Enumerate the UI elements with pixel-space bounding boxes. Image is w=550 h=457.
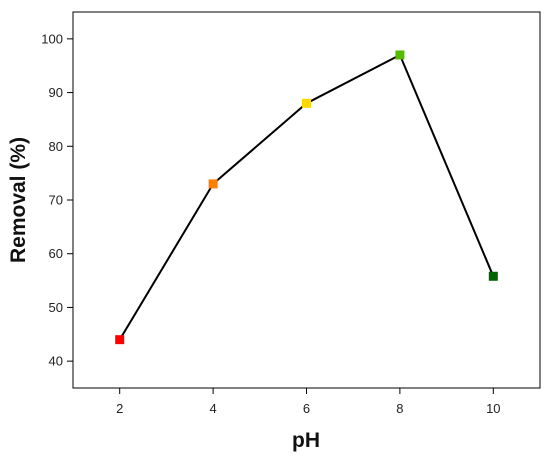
- y-tick-label: 70: [49, 193, 63, 208]
- y-tick-label: 40: [49, 354, 63, 369]
- x-axis-ticks: 2 4 6 8 10: [116, 388, 501, 416]
- data-point-marker: [208, 179, 218, 189]
- y-tick-label: 80: [49, 139, 63, 154]
- y-axis-title: Removal (%): [7, 137, 30, 263]
- x-tick-label: 10: [486, 401, 500, 416]
- y-tick-label: 50: [49, 300, 63, 315]
- y-tick-label: 60: [49, 246, 63, 261]
- y-tick-label: 90: [49, 85, 63, 100]
- x-tick-label: 8: [396, 401, 403, 416]
- x-tick-label: 6: [303, 401, 310, 416]
- data-point-marker: [488, 271, 498, 281]
- data-point-marker: [395, 50, 405, 60]
- series-line: [118, 54, 495, 341]
- y-tick-label: 100: [41, 31, 63, 46]
- series-line-group: [118, 54, 495, 341]
- data-point-marker: [115, 335, 125, 345]
- x-tick-label: 2: [116, 401, 123, 416]
- x-axis-title: pH: [292, 429, 320, 452]
- x-tick-label: 4: [209, 401, 216, 416]
- y-axis-ticks: 40 50 60 70 80 90 100: [41, 31, 73, 369]
- series-markers: [115, 50, 498, 345]
- plot-frame: [72, 11, 541, 389]
- data-point-marker: [302, 98, 311, 108]
